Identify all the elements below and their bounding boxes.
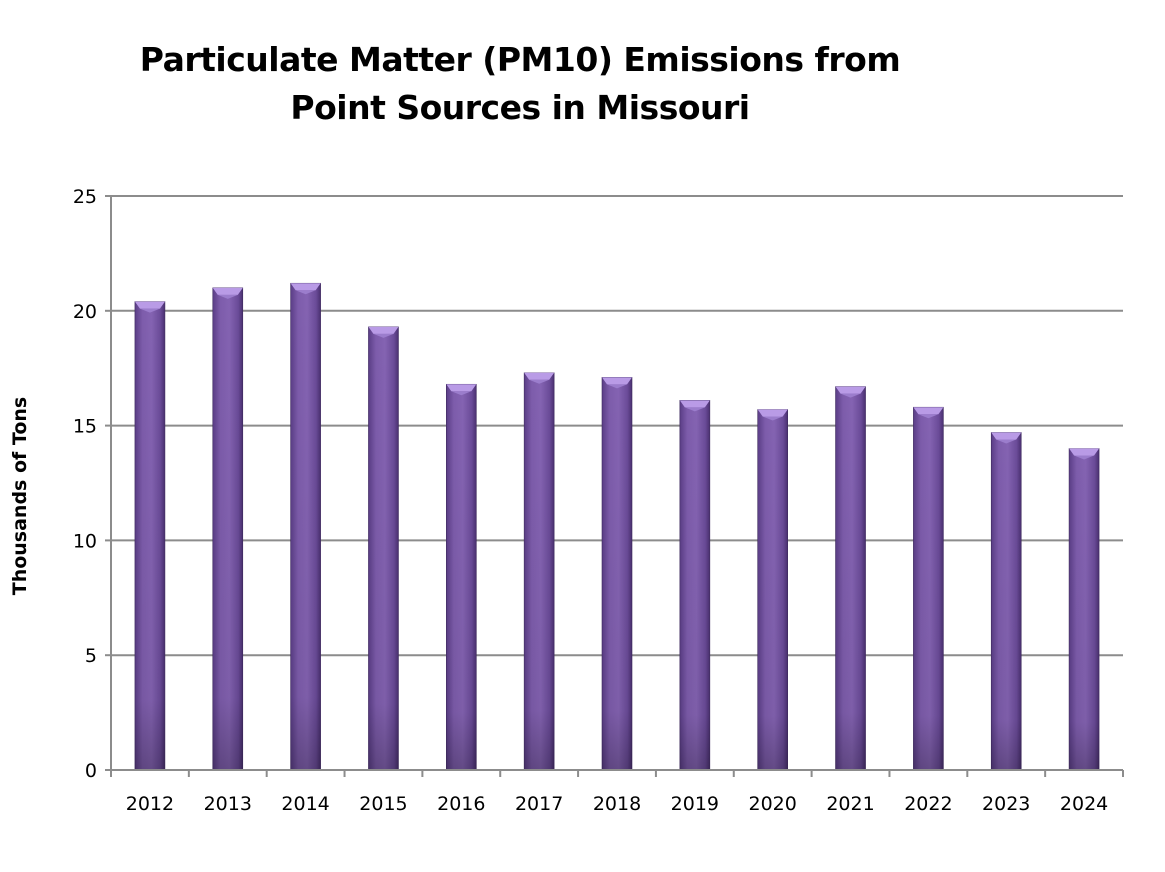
bar-bevel-top [1069,448,1100,456]
bar-bevel-center [139,308,160,313]
bar-bevel-top [913,407,944,415]
bar-2015 [368,326,399,771]
bar-shade [835,386,866,770]
x-tick-label: 2016 [437,793,485,815]
bar-shade [1069,448,1100,770]
bar-shade [446,384,477,770]
bar-shade [757,409,788,770]
bar-shade [368,326,399,770]
bar-bevel-top [524,372,555,380]
y-tick-label: 20 [73,301,97,323]
bar-shade [602,377,632,770]
bar-bevel-top [757,409,788,417]
x-tick-label: 2021 [826,793,874,815]
chart-title-line-2: Point Sources in Missouri [290,88,750,127]
y-tick-label: 10 [73,530,97,552]
bar-shade [212,287,243,770]
bar-2014 [290,282,321,771]
bar-2019 [679,400,711,771]
bar-2013 [212,287,244,771]
bar-bevel-top [368,326,399,334]
bar-2022 [913,406,944,771]
bar-2024 [1068,448,1100,771]
bar-shade [524,372,555,770]
x-tick-label: 2013 [204,793,252,815]
bar-bevel-top [446,384,477,392]
bar-bevel-center [918,414,939,419]
bar-2023 [990,432,1022,771]
bar-bevel-top [290,283,321,291]
chart-title-line-1: Particulate Matter (PM10) Emissions from [139,40,901,79]
bar-shade [913,407,944,770]
bar-2012 [134,301,166,771]
bar-bevel-center [762,416,783,421]
bar-bevel-top [679,400,710,408]
y-tick-label: 0 [85,760,97,782]
bar-bevel-center [996,439,1017,444]
bar-bevel-center [684,407,705,412]
bar-bevel-top [602,377,632,385]
bar-bevel-center [529,379,550,384]
bar-bevel-center [1074,455,1095,460]
x-tick-label: 2018 [593,793,641,815]
x-tick-label: 2020 [749,793,797,815]
bar-bevel-center [373,333,394,338]
bar-2016 [446,383,477,771]
bar-shade [290,283,321,770]
bar-bevel-top [212,287,243,295]
x-tick-label: 2024 [1060,793,1108,815]
bar-bevel-center [840,393,861,398]
bar-2020 [757,409,788,771]
bar-shade [679,400,710,770]
x-tick-label: 2014 [281,793,329,815]
bar-2017 [523,372,555,771]
y-tick-label: 5 [85,645,97,667]
x-tick-label: 2023 [982,793,1030,815]
bar-shade [134,301,165,770]
bar-bevel-center [451,391,472,396]
x-tick-label: 2017 [515,793,563,815]
y-tick-label: 15 [73,416,97,438]
x-tick-label: 2019 [671,793,719,815]
bar-bevel-center [295,290,316,295]
bar-bevel-top [134,301,165,309]
y-tick-label: 25 [73,186,97,208]
x-tick-label: 2022 [904,793,952,815]
bar-bevel-center [607,384,627,389]
bar-2021 [835,386,866,771]
bar-shade [991,432,1022,770]
x-tick-label: 2015 [359,793,407,815]
bar-2018 [601,377,633,771]
chart-title: Particulate Matter (PM10) Emissions from… [120,36,920,132]
x-tick-label: 2012 [126,793,174,815]
bar-bevel-center [217,294,238,299]
bar-bevel-top [835,386,866,394]
bar-bevel-top [991,432,1022,440]
